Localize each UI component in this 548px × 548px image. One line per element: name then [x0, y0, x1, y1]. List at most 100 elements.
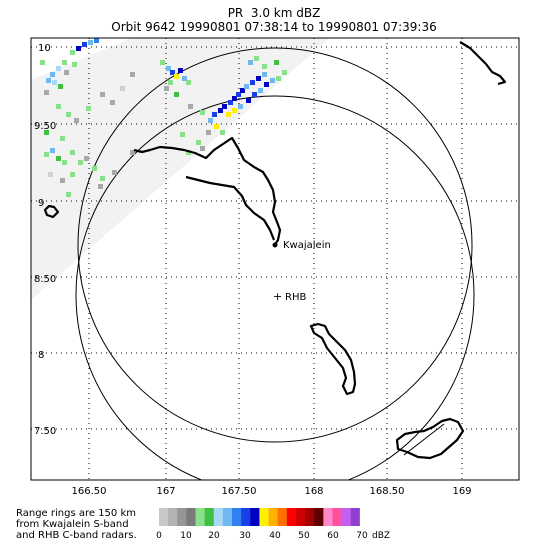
colorbar-swatch: [177, 508, 187, 526]
colorbar-swatch: [186, 508, 196, 526]
colorbar-swatch: [213, 508, 224, 526]
lat-lon-grid: [31, 38, 519, 480]
echo-pixel: [282, 70, 287, 75]
colorbar-swatch: [341, 508, 352, 526]
lon-label: 168.50: [370, 486, 405, 497]
colorbar-label: 10: [180, 531, 192, 541]
echo-pixel: [274, 60, 279, 65]
echo-pixel: [200, 110, 205, 115]
echo-pixel: [64, 70, 69, 75]
echo-pixel: [262, 72, 267, 77]
echo-pixel: [248, 60, 253, 65]
colorbar-label: 40: [269, 531, 281, 541]
echo-pixel: [82, 42, 87, 47]
echo-pixel: [164, 86, 169, 91]
range-note-line3: and RHB C-band radars.: [16, 530, 137, 541]
echo-pixel: [60, 178, 65, 183]
colorbar-swatch: [159, 508, 169, 526]
kwajalein-label: Kwajalein: [283, 240, 331, 251]
echo-pixel: [174, 74, 179, 79]
colorbar-swatch: [277, 508, 288, 526]
lon-label: 169: [452, 486, 471, 497]
echo-pixel: [246, 98, 251, 103]
echo-pixel: [70, 172, 75, 177]
lat-label: 9.50: [34, 121, 56, 132]
echo-pixel: [50, 148, 55, 153]
echo-pixel: [254, 56, 259, 61]
echo-pixel: [62, 60, 67, 65]
echo-pixel: [222, 104, 227, 109]
colorbar-swatch: [332, 508, 343, 526]
echo-pixel: [276, 76, 281, 81]
colorbar-swatch: [305, 508, 315, 526]
range-note-line1: Range rings are 150 km: [16, 508, 136, 519]
pr-swath: [31, 38, 330, 300]
echo-pixel: [62, 160, 67, 165]
rhb-marker: +: [273, 290, 282, 303]
namu-atoll: [395, 417, 465, 460]
echo-pixel: [168, 80, 173, 85]
echo-pixel: [78, 160, 83, 165]
echo-pixel: [112, 170, 117, 175]
lat-label: 10: [38, 43, 51, 54]
echo-pixel: [70, 150, 75, 155]
orbit-subtitle: Orbit 9642 19990801 07:38:14 to 19990801…: [111, 20, 437, 34]
map-plot-area: Kwajalein + RHB: [31, 38, 519, 480]
echo-pixel: [188, 104, 193, 109]
colorbar-swatch: [359, 508, 370, 526]
range-ring-rhb: [75, 95, 475, 480]
echo-pixel: [186, 80, 191, 85]
echo-pixel: [160, 60, 165, 65]
colorbar-swatch: [195, 508, 206, 526]
echo-pixel: [252, 92, 257, 97]
echo-pixel: [250, 80, 255, 85]
colorbar-labels: 0 10 20 30 40 50 60 70: [156, 531, 368, 541]
echo-pixel: [66, 112, 71, 117]
colorbar-swatch: [259, 508, 269, 526]
echo-pixel: [72, 62, 77, 67]
colorbar-label: 20: [208, 531, 220, 541]
echo-pixel: [208, 118, 213, 123]
echo-pixel: [40, 60, 45, 65]
echo-pixel: [98, 184, 103, 189]
colorbar-swatch: [250, 508, 260, 526]
echo-pixel: [200, 146, 205, 151]
echo-pixel: [84, 156, 89, 161]
echo-pixel: [74, 118, 79, 123]
echo-pixel: [264, 82, 269, 87]
colorbar-swatch: [222, 508, 233, 526]
echo-pixel: [44, 90, 49, 95]
dbz-colorbar: [159, 508, 370, 526]
echo-pixel: [236, 92, 241, 97]
lat-label: 8: [38, 350, 44, 361]
colorbar-swatch: [168, 508, 178, 526]
echo-pixel: [180, 132, 185, 137]
echo-pixel: [48, 172, 53, 177]
lat-axis-labels: 10 9.50 9 8.50 8 7.50: [34, 43, 56, 437]
lon-label: 167: [156, 486, 175, 497]
map-title: PR 3.0 km dBZ: [227, 6, 321, 20]
colorbar-label: 60: [327, 531, 339, 541]
echo-pixel: [238, 104, 243, 109]
echo-pixel: [86, 106, 91, 111]
echo-pixel: [174, 92, 179, 97]
colorbar-unit: dBZ: [372, 531, 390, 541]
echo-pixel: [186, 150, 191, 155]
colorbar-swatch: [295, 508, 306, 526]
echo-pixel: [228, 100, 233, 105]
echo-pixel: [56, 66, 61, 71]
lon-label: 166.50: [72, 486, 107, 497]
lon-label: 168: [304, 486, 323, 497]
echo-pixel: [100, 176, 105, 181]
echo-pixel: [60, 136, 65, 141]
radar-echoes: [40, 38, 287, 197]
colorbar-swatch: [268, 508, 279, 526]
echo-pixel: [270, 78, 275, 83]
echo-pixel: [232, 96, 237, 101]
rhb-label: RHB: [285, 292, 306, 303]
kwajalein-atoll-outer: [133, 136, 282, 247]
echo-pixel: [212, 112, 217, 117]
echo-pixel: [56, 156, 61, 161]
colorbar-swatch: [286, 508, 297, 526]
